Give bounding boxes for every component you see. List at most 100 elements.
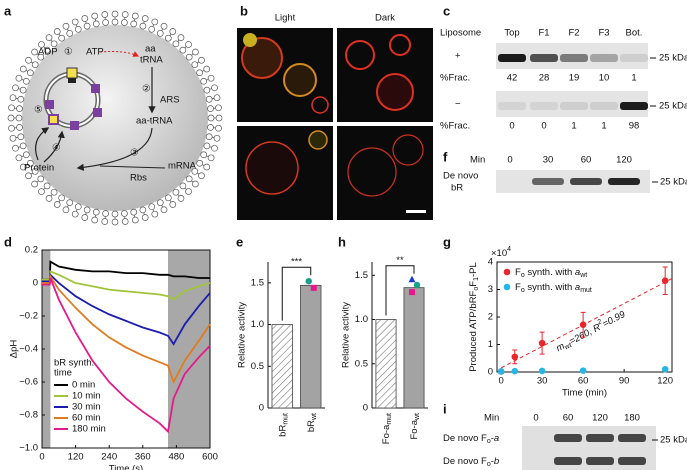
lipid-head [203, 86, 211, 94]
axis-multiplier: ×104 [491, 246, 511, 258]
lipid-head [207, 114, 215, 122]
fit-annotation: mwt=260, R2=0.99 [554, 307, 629, 355]
lipid-head [121, 19, 128, 26]
text-part: - [491, 433, 494, 444]
lipid-head [15, 114, 23, 122]
lipid-head [213, 94, 221, 102]
lipid-head [25, 172, 32, 180]
text-part: o [521, 287, 525, 294]
lipid-head [101, 11, 109, 18]
vesicle [345, 40, 375, 70]
series-line [42, 273, 211, 385]
text-part: F [515, 267, 521, 278]
y-axis-label: Produced ATP/bRFoF1-PL [468, 262, 481, 372]
atp-synthase [66, 67, 78, 79]
text-part: o [521, 272, 525, 279]
protein-icon [45, 100, 54, 109]
lipid-head [185, 53, 193, 61]
text-part: a [575, 282, 580, 293]
step-number: ① [64, 47, 73, 58]
band [498, 54, 526, 62]
y-tick-label: 0 [33, 278, 38, 289]
table-header: Top [504, 28, 519, 39]
lipid-head [19, 65, 27, 73]
data-point [511, 353, 519, 361]
lipid-head [74, 203, 82, 211]
y-tick-label: 0 [488, 367, 493, 378]
lipid-head [160, 22, 168, 30]
vesicle [243, 33, 257, 47]
y-tick-label: 1 [488, 339, 493, 350]
size-marker: 25 kDa [660, 435, 687, 446]
minute: 60 [581, 155, 592, 166]
lipid-head [148, 203, 156, 211]
size-marker: 25 kDa [659, 53, 687, 64]
band [618, 457, 646, 465]
y-tick-label: 2 [488, 312, 493, 323]
vesicle [311, 96, 329, 114]
vesicle [308, 130, 328, 150]
panel-label: a [4, 3, 12, 18]
lipid-head [121, 218, 129, 225]
band [590, 102, 618, 110]
y-tick-label: 0.2 [25, 245, 38, 256]
text-part: =0.99 [601, 308, 628, 329]
lipid-head [207, 105, 214, 112]
lipid-head [74, 25, 82, 33]
legend-label: Fo synth. with awt [515, 267, 587, 280]
lipid-head [200, 151, 208, 159]
protein-icon [70, 121, 79, 130]
band [590, 54, 618, 62]
band [620, 102, 648, 110]
y-tick-label: 1.5 [251, 277, 264, 288]
panel-label: h [338, 234, 346, 249]
x-tick-label: 360 [135, 452, 151, 463]
lipid-head [19, 163, 27, 171]
vesicle [241, 37, 283, 79]
lipid-head [22, 77, 30, 85]
data-point [538, 367, 546, 375]
vesicle [245, 141, 299, 195]
series-line [42, 272, 211, 346]
row-label: De novo Fo-a [443, 433, 499, 446]
lipid-head [207, 124, 214, 131]
lipid-head [7, 114, 15, 122]
vesicle [347, 147, 397, 197]
minute: 60 [563, 413, 574, 424]
lipid-head [141, 214, 149, 221]
band [608, 178, 640, 185]
lipid-head [156, 199, 164, 207]
lipid-head [102, 19, 109, 26]
diagram-label: ADP [38, 47, 58, 58]
lipid-head [198, 172, 205, 180]
lipid-head [25, 56, 32, 64]
lipid-head [191, 167, 199, 175]
diagram-label: tRNA [140, 55, 163, 66]
dark-period [42, 250, 51, 448]
lipid-head [58, 34, 66, 42]
diagram-label: Protein [24, 163, 54, 174]
row-label: De novo [443, 171, 478, 182]
lipid-head [141, 15, 149, 22]
lipid-head [26, 159, 34, 167]
lipid-head [177, 195, 185, 202]
lipid-head [31, 48, 38, 56]
lipid-head [172, 40, 180, 48]
lipid-head [192, 180, 199, 188]
x-tick-label: 60 [578, 376, 589, 387]
lipid-head [53, 201, 61, 208]
y-tick-label: −0.6 [19, 377, 38, 388]
min-label: Min [470, 155, 485, 166]
lipid-head [12, 84, 19, 92]
lipid-head [139, 206, 147, 214]
lipid-head [38, 188, 45, 195]
data-point [310, 284, 317, 291]
lipid-head [151, 210, 159, 218]
series-line [42, 277, 211, 434]
lipid-head [31, 167, 39, 175]
lipid-head [91, 12, 99, 20]
min-label: Min [484, 413, 499, 424]
lipid-head [81, 15, 89, 22]
table-header: F2 [568, 28, 579, 39]
